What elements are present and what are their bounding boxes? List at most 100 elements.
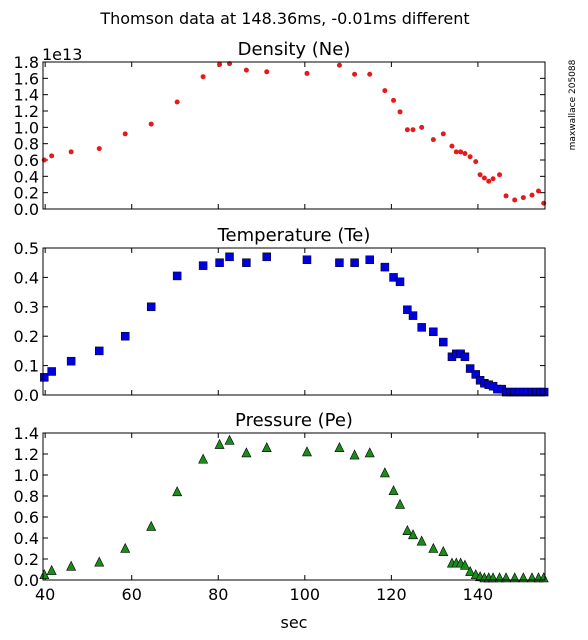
density-point <box>536 188 542 194</box>
pressure-xtick-label: 120 <box>376 585 407 604</box>
pressure-point <box>518 572 529 583</box>
density-point <box>467 154 473 160</box>
density-point <box>430 137 436 143</box>
density-ytick-label: 0.4 <box>14 167 39 186</box>
pressure-title: Pressure (Pe) <box>235 410 353 431</box>
pressure-point <box>39 569 50 580</box>
pressure-point <box>501 572 512 583</box>
temperature-point <box>335 258 344 267</box>
temperature-panel: Temperature (Te) 0.0 0.1 0.2 0.3 0.4 0.5 <box>14 225 549 405</box>
density-point <box>217 61 223 67</box>
density-ytick-label: 1.2 <box>14 102 39 121</box>
pressure-points <box>39 434 549 583</box>
density-point <box>352 71 358 77</box>
density-yticks: 0.00.20.40.60.81.01.21.41.61.8 <box>14 53 545 219</box>
density-ytick-label: 0.0 <box>14 200 39 219</box>
temperature-point <box>95 346 104 356</box>
temperature-xticks <box>44 248 479 395</box>
density-point <box>148 121 154 127</box>
side-label: maxwallace 205088 <box>568 59 578 150</box>
density-ytick-label: 0.2 <box>14 184 39 203</box>
density-ytick-label: 0.6 <box>14 151 39 170</box>
temperature-frame <box>42 247 546 396</box>
density-point <box>68 149 74 155</box>
density-point <box>458 149 464 155</box>
temperature-point <box>172 271 182 281</box>
pressure-point <box>172 486 183 497</box>
temperature-ytick-label: 0.0 <box>14 386 39 405</box>
x-axis-label: sec <box>281 613 308 632</box>
density-panel: Density (Ne) 1e13 0.00.20.40.60.81.01.21… <box>14 39 547 219</box>
pressure-ytick-label: 0.2 <box>14 550 39 569</box>
temperature-point <box>380 262 390 272</box>
density-point <box>497 172 503 178</box>
pressure-xtick-label: 80 <box>208 585 228 604</box>
density-point <box>122 131 128 137</box>
pressure-point <box>465 565 476 576</box>
density-point <box>473 159 479 165</box>
pressure-point <box>94 556 105 567</box>
pressure-xtick-label: 60 <box>122 585 142 604</box>
pressure-point <box>364 447 375 458</box>
pressure-ytick-label: 0.4 <box>14 529 39 548</box>
density-point <box>512 197 518 203</box>
pressure-point <box>241 447 252 458</box>
pressure-point <box>334 442 345 453</box>
temperature-point <box>389 273 398 282</box>
density-point <box>304 70 310 76</box>
temperature-ytick-label: 0.1 <box>14 357 39 376</box>
pressure-point <box>224 434 235 445</box>
pressure-ytick-label: 0.6 <box>14 508 39 527</box>
pressure-point <box>198 453 209 464</box>
temperature-point <box>465 364 475 373</box>
temperature-point <box>365 255 374 265</box>
density-point <box>486 178 492 184</box>
temperature-point <box>225 252 234 262</box>
temperature-ytick-label: 0.3 <box>14 298 39 317</box>
density-point <box>243 67 249 73</box>
pressure-yticks: 0.0 0.2 0.4 0.6 0.8 1.0 1.2 1.4 <box>14 424 545 590</box>
density-point <box>477 172 483 178</box>
pressure-ytick-label: 0.0 <box>14 571 39 590</box>
density-point <box>419 124 425 130</box>
density-point <box>96 146 102 152</box>
temperature-point <box>471 370 481 379</box>
pressure-ytick-label: 1.2 <box>14 445 39 464</box>
pressure-point <box>146 520 157 531</box>
pressure-xticks: 40 60 80 100 120 140 <box>35 433 493 604</box>
density-point <box>49 153 55 159</box>
pressure-point <box>438 545 449 556</box>
density-point <box>336 62 342 68</box>
temperature-point <box>350 258 359 267</box>
temperature-point <box>408 311 418 320</box>
temperature-ytick-label: 0.2 <box>14 327 39 346</box>
density-point <box>200 74 206 80</box>
pressure-point <box>509 572 520 583</box>
pressure-point <box>379 467 390 478</box>
density-point <box>481 175 487 181</box>
density-frame <box>42 61 546 210</box>
density-point <box>264 69 270 75</box>
pressure-point <box>301 446 312 457</box>
density-point <box>397 109 403 115</box>
temperature-point <box>395 277 405 287</box>
temperature-point <box>417 323 426 332</box>
density-point <box>520 195 526 201</box>
pressure-point <box>408 529 418 540</box>
temperature-point <box>302 255 312 265</box>
pressure-point <box>459 559 470 570</box>
density-point <box>410 127 416 133</box>
pressure-ytick-label: 0.8 <box>14 487 39 506</box>
density-point <box>404 127 410 133</box>
density-point <box>367 71 373 77</box>
temperature-point <box>120 331 130 341</box>
density-point <box>462 150 468 156</box>
temperature-point <box>429 327 438 337</box>
pressure-point <box>261 442 272 453</box>
temperature-title: Temperature (Te) <box>217 225 371 246</box>
density-point <box>174 99 180 105</box>
pressure-panel: Pressure (Pe) 0.0 0.2 0.4 0.6 0.8 1.0 1.2 1.4 4… <box>14 410 549 604</box>
temperature-point <box>242 258 251 267</box>
density-ytick-label: 0.8 <box>14 135 39 154</box>
